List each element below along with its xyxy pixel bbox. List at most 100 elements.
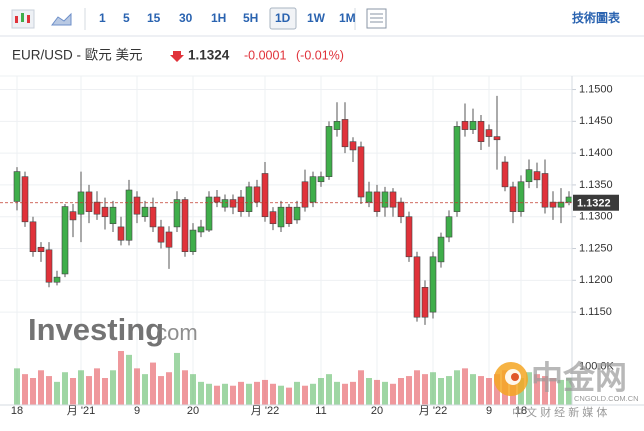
volume-bar <box>110 370 116 405</box>
interval-button[interactable]: 30 <box>179 11 193 25</box>
volume-bar <box>542 376 548 405</box>
y-tick-label: 1.1350 <box>579 179 613 191</box>
y-tick-label: 1.1250 <box>579 242 613 254</box>
candle-body <box>149 206 157 228</box>
x-tick-label: 11 <box>315 405 326 417</box>
candle-body <box>213 196 221 203</box>
toolbar: 技術圖表 1 5 15 30 1H 5H 1D 1W 1M <box>0 7 644 37</box>
watermark-brand: Investing <box>28 312 164 347</box>
selected-interval-box <box>269 7 297 30</box>
candle-body <box>317 176 325 183</box>
volume-bar <box>166 372 172 405</box>
volume-bar <box>430 372 436 405</box>
volume-bar <box>30 378 36 405</box>
volume-bar <box>262 379 268 405</box>
volume-bar <box>422 374 428 405</box>
candle-body <box>493 136 501 141</box>
indicator-icon[interactable] <box>366 8 387 29</box>
x-tick-label: 9 <box>486 405 492 417</box>
interval-button[interactable]: 1H <box>211 11 226 25</box>
volume-bar <box>406 376 412 405</box>
x-tick-label: 月 '22 <box>251 405 279 417</box>
plot: 1.1322 <box>0 95 619 405</box>
y-tick-label: 1.1450 <box>579 115 613 127</box>
quote-header: EUR/USD - 歐元 美元 1.1324 -0.0001 (-0.01%) <box>12 48 344 63</box>
icon-shape <box>15 16 18 23</box>
x-tick-label: 月 '22 <box>419 405 447 417</box>
volume-bar <box>94 368 100 405</box>
y-tick-label: 1.1400 <box>579 147 613 159</box>
candle-body <box>189 229 197 252</box>
candle-body <box>173 199 181 228</box>
volume-bar <box>214 385 220 405</box>
x-tick-label: 18 <box>11 405 23 417</box>
watermark-investing: Investing .com <box>28 312 198 347</box>
icon-shape <box>27 15 30 23</box>
candle-body <box>517 181 525 212</box>
volume-bar <box>358 370 364 405</box>
volume-bar <box>54 381 60 405</box>
volume-bar <box>38 370 44 405</box>
price: 1.1324 <box>188 48 230 63</box>
volume-bar <box>294 381 300 405</box>
interval-button[interactable]: 1 <box>99 11 106 25</box>
logo-circle <box>511 373 519 381</box>
volume-bar <box>494 374 500 405</box>
candle-body <box>309 176 317 203</box>
interval-button[interactable]: 1W <box>307 11 326 25</box>
candle-body <box>461 121 469 130</box>
candle-body <box>525 169 533 183</box>
candle-body <box>165 231 173 248</box>
candle-icon[interactable] <box>11 9 35 29</box>
y-tick-label: 1.1500 <box>579 83 613 95</box>
candle-body <box>293 206 301 221</box>
candle-body <box>365 191 373 203</box>
y-tick-label: 1.1150 <box>579 306 612 318</box>
interval-button[interactable]: 1M <box>339 11 356 25</box>
volume-bar <box>78 370 84 405</box>
candle-body <box>197 226 205 233</box>
volume-bar <box>334 381 340 405</box>
icon-shape <box>21 13 24 22</box>
volume-bar <box>102 378 108 405</box>
volume-bar <box>22 374 28 405</box>
area-icon[interactable] <box>51 12 72 26</box>
candle-body <box>133 196 141 215</box>
volume-bar <box>318 378 324 405</box>
candle-body <box>101 206 109 218</box>
candle-body <box>277 206 285 228</box>
interval-button[interactable]: 5 <box>123 11 130 25</box>
candle-body <box>413 256 421 318</box>
technical-chart-link[interactable]: 技術圖表 <box>572 10 621 25</box>
y-tick-label: 1.1200 <box>579 274 613 286</box>
volume-bar <box>454 370 460 405</box>
interval-button[interactable]: 1D <box>275 11 291 25</box>
interval-button[interactable]: 5H <box>243 11 258 25</box>
x-tick-label: 20 <box>187 405 199 417</box>
volume-bar <box>486 378 492 405</box>
candle-body <box>437 236 445 263</box>
candle-body <box>557 201 565 208</box>
candle-body <box>85 191 93 212</box>
candle-body <box>69 211 77 221</box>
grid: 1.1150 1.1200 1.1250 1.1300 1.1350 1.1400 1.14… <box>0 76 615 417</box>
volume-bar <box>478 376 484 405</box>
volume-tick-label: 100.0K <box>579 360 615 372</box>
volume-bar <box>286 387 292 405</box>
candle-body <box>445 216 453 238</box>
x-tick-label: 18 <box>515 405 527 417</box>
volume-bar <box>230 385 236 405</box>
volume-bar <box>438 378 444 405</box>
candle-body <box>501 161 509 188</box>
candle-body <box>269 211 277 225</box>
watermark-tagline: 中 文 财 经 新 媒 体 <box>512 405 607 419</box>
volume-bar <box>246 383 252 405</box>
volume-bar <box>134 368 140 405</box>
x-tick-label: 20 <box>371 405 383 417</box>
volume-bar <box>278 385 284 405</box>
volume-bar <box>126 354 132 405</box>
volume-bar <box>62 372 68 405</box>
interval-button[interactable]: 15 <box>147 11 161 25</box>
